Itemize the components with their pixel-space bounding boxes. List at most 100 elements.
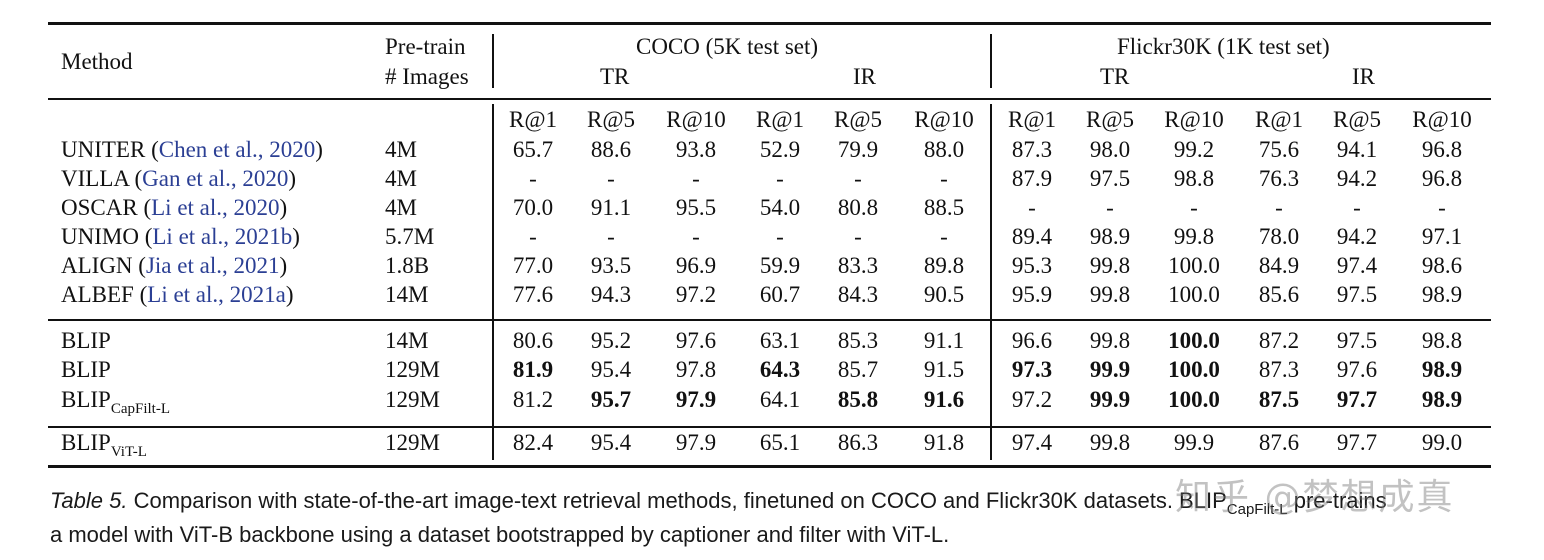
method-name: UNIMO (61, 224, 139, 249)
header-flickr-tr: TR (1100, 64, 1130, 89)
table-cell: 93.5 (590, 253, 632, 278)
table-cell: 97.7 (1336, 430, 1378, 455)
table-cell: - (1106, 195, 1114, 220)
table-cell: 91.8 (923, 430, 965, 455)
table-cell: 95.5 (675, 195, 717, 220)
table-cell: 80.6 (512, 328, 554, 353)
table-cell: 75.6 (1258, 137, 1300, 162)
header-flickr-ir: IR (1352, 64, 1375, 89)
table-cell: 78.0 (1258, 224, 1300, 249)
citation-link[interactable]: Li et al., 2021a (147, 282, 286, 307)
table-cell: 98.6 (1421, 253, 1463, 278)
table-cell: - (1028, 195, 1036, 220)
citation-link[interactable]: Li et al., 2021b (152, 224, 293, 249)
table-cell: 63.1 (759, 328, 801, 353)
caption-subscript: CapFilt-L (1226, 501, 1288, 518)
table-cell: 89.8 (923, 253, 965, 278)
table-cell: 100.0 (1168, 387, 1220, 412)
citation-link[interactable]: Gan et al., 2020 (142, 166, 289, 191)
table-cell: - (1353, 195, 1361, 220)
row-method-0: UNITER (Chen et al., 2020) (61, 137, 323, 162)
table-cell: 76.3 (1258, 166, 1300, 191)
header-method: Method (61, 49, 133, 74)
citation-link[interactable]: Jia et al., 2021 (145, 253, 280, 278)
table-cell: 99.8 (1089, 282, 1131, 307)
table-cell: 84.3 (837, 282, 879, 307)
caption-text-b: pre-trains (1287, 488, 1387, 513)
caption-label: Table 5. (50, 488, 128, 513)
method-subscript: ViT-L (110, 444, 147, 460)
table-cell: 98.9 (1421, 357, 1463, 382)
table-cell: 95.7 (590, 387, 632, 412)
table-cell: 98.9 (1421, 387, 1463, 412)
table-cell: - (692, 224, 700, 249)
table-cell: 87.5 (1258, 387, 1300, 412)
table-cell: 86.3 (837, 430, 879, 455)
table-cell: 96.6 (1011, 328, 1053, 353)
table-cell: - (607, 224, 615, 249)
table-cell: 87.3 (1011, 137, 1053, 162)
metric-header-5: R@10 (914, 107, 974, 132)
table-cell: - (1275, 195, 1283, 220)
table-cell: 83.3 (837, 253, 879, 278)
method-name: BLIP (61, 357, 111, 382)
header-pretrain-line1: Pre-train (385, 34, 466, 59)
row-method-8: BLIPCapFilt-L (61, 386, 170, 417)
citation-link[interactable]: Li et al., 2020 (151, 195, 280, 220)
vrule-pretrain-body (492, 104, 494, 460)
table-cell: - (776, 166, 784, 191)
caption-text-a: Comparison with state-of-the-art image-t… (127, 488, 1227, 513)
method-name: UNITER (61, 137, 146, 162)
bottom-rule (48, 465, 1491, 468)
table-cell: 98.8 (1421, 328, 1463, 353)
table-cell: - (1438, 195, 1446, 220)
metric-header-6: R@1 (1007, 107, 1057, 132)
table-cell: 97.2 (1011, 387, 1053, 412)
table-cell: 100.0 (1168, 328, 1220, 353)
table-cell: 91.1 (590, 195, 632, 220)
table-cell: 98.9 (1421, 282, 1463, 307)
method-name: VILLA (61, 166, 129, 191)
table-cell: 99.8 (1089, 430, 1131, 455)
citation-link[interactable]: Chen et al., 2020 (158, 137, 316, 162)
table-cell: 95.2 (590, 328, 632, 353)
table-cell: 100.0 (1168, 357, 1220, 382)
table-cell: 95.9 (1011, 282, 1053, 307)
table-cell: 94.1 (1336, 137, 1378, 162)
metric-header-11: R@10 (1412, 107, 1472, 132)
metric-header-0: R@1 (508, 107, 558, 132)
table-cell: - (854, 166, 862, 191)
row-method-4: ALIGN (Jia et al., 2021) (61, 253, 288, 278)
table-cell: 97.8 (675, 357, 717, 382)
table-cell: 70.0 (512, 195, 554, 220)
header-coco-ir: IR (853, 64, 876, 89)
table-caption: Table 5. Comparison with state-of-the-ar… (50, 484, 1510, 552)
header-coco: COCO (5K test set) (636, 34, 819, 59)
header-rule (48, 98, 1491, 100)
table-cell: 82.4 (512, 430, 554, 455)
row-images-4: 1.8B (385, 253, 430, 278)
row-method-6: BLIP (61, 327, 111, 355)
table-cell: - (529, 166, 537, 191)
table-cell: 97.6 (675, 328, 717, 353)
table-cell: 88.0 (923, 137, 965, 162)
table-cell: 94.2 (1336, 166, 1378, 191)
metric-header-4: R@5 (833, 107, 883, 132)
method-name: OSCAR (61, 195, 138, 220)
table-cell: - (607, 166, 615, 191)
table-cell: 87.2 (1258, 328, 1300, 353)
table-cell: - (776, 224, 784, 249)
table-cell: 99.2 (1173, 137, 1215, 162)
row-method-3: UNIMO (Li et al., 2021b) (61, 224, 300, 249)
table-cell: 97.9 (675, 387, 717, 412)
row-method-2: OSCAR (Li et al., 2020) (61, 195, 288, 220)
table-cell: 94.2 (1336, 224, 1378, 249)
table-cell: 96.8 (1421, 137, 1463, 162)
vrule-flickr-body (990, 104, 992, 460)
table-cell: 97.4 (1336, 253, 1378, 278)
header-coco-tr: TR (600, 64, 630, 89)
method-name: ALBEF (61, 282, 134, 307)
table-cell: 97.5 (1336, 282, 1378, 307)
table-cell: 96.8 (1421, 166, 1463, 191)
table-cell: 65.1 (759, 430, 801, 455)
